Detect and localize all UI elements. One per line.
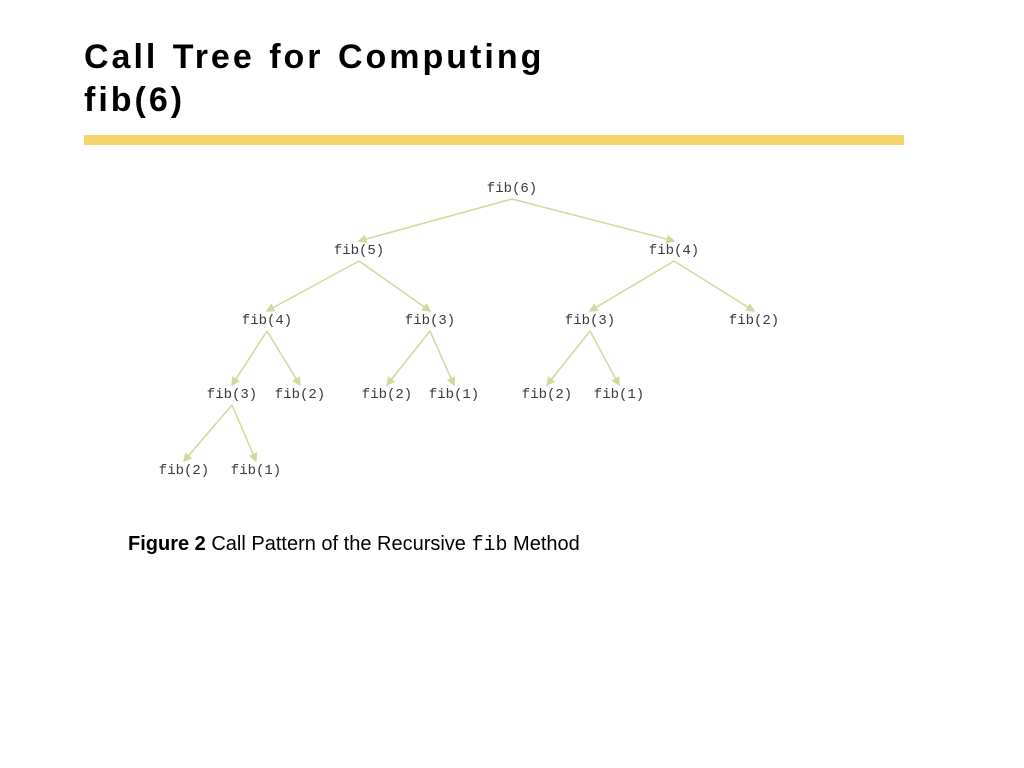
tree-node: fib(6) (487, 181, 537, 197)
call-tree-diagram: fib(6) fib(5) fib(4) fib(4) fib(3) fib(3) fib(… (84, 173, 904, 503)
tree-node: fib(2) (159, 463, 209, 479)
tree-edge (184, 405, 232, 461)
tree-edge (359, 199, 512, 241)
figure-label: Figure 2 (128, 533, 206, 555)
tree-edge (232, 331, 267, 385)
tree-node: fib(2) (729, 313, 779, 329)
tree-edge (359, 261, 430, 311)
tree-edge (232, 405, 256, 461)
tree-edge (267, 331, 300, 385)
tree-edge (267, 261, 359, 311)
caption-text-after: Method (508, 533, 580, 555)
tree-node: fib(2) (522, 387, 572, 403)
caption-text-before: Call Pattern of the Recursive (206, 533, 472, 555)
tree-node: fib(2) (362, 387, 412, 403)
tree-node: fib(4) (242, 313, 292, 329)
title-line-1: Call Tree for Computing (84, 38, 544, 76)
tree-edge (674, 261, 754, 311)
tree-node: fib(5) (334, 243, 384, 259)
tree-edge (590, 331, 619, 385)
title-underline-bar (84, 135, 904, 145)
figure-caption: Figure 2 Call Pattern of the Recursive f… (128, 533, 940, 557)
title-line-2: fib(6) (84, 81, 185, 119)
tree-edges-svg (84, 173, 904, 503)
tree-edge (547, 331, 590, 385)
tree-node: fib(3) (207, 387, 257, 403)
tree-node: fib(1) (231, 463, 281, 479)
tree-node: fib(2) (275, 387, 325, 403)
slide: Call Tree for Computing fib(6) fib(6)fib… (0, 0, 1024, 768)
tree-node: fib(3) (405, 313, 455, 329)
tree-node: fib(1) (429, 387, 479, 403)
caption-code: fib (471, 534, 507, 557)
tree-edge (387, 331, 430, 385)
tree-node: fib(1) (594, 387, 644, 403)
tree-edge (590, 261, 674, 311)
tree-edge (430, 331, 454, 385)
tree-node: fib(4) (649, 243, 699, 259)
slide-title: Call Tree for Computing fib(6) (84, 36, 724, 121)
tree-node: fib(3) (565, 313, 615, 329)
tree-edge (512, 199, 674, 241)
